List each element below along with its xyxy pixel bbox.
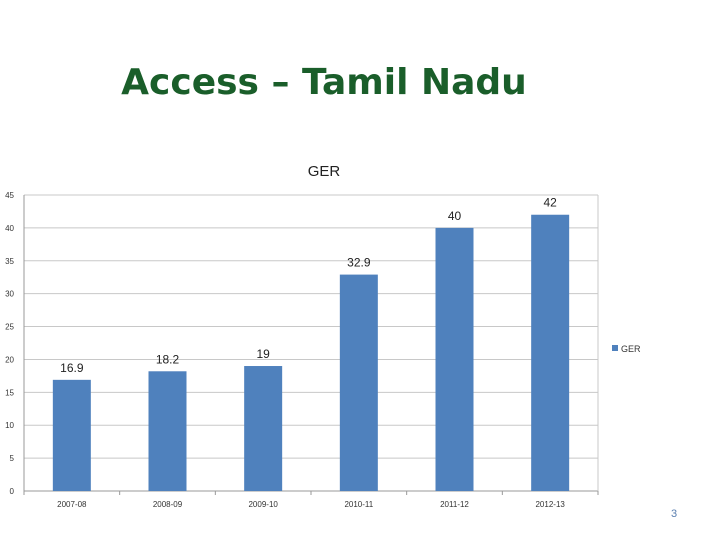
bar [52, 379, 91, 491]
page-number: 3 [670, 508, 678, 520]
legend-label: GER [621, 344, 641, 354]
bar [531, 214, 570, 491]
y-tick-label: 25 [5, 323, 14, 332]
x-tick-label: 2012-13 [535, 500, 565, 509]
x-tick-label: 2007-08 [57, 500, 87, 509]
y-tick-label: 20 [5, 355, 14, 364]
bar [244, 366, 283, 491]
data-labels: 16.9 18.2 19 32.9 40 42 [60, 196, 557, 375]
legend-swatch [612, 345, 618, 351]
legend: GER [612, 344, 641, 354]
y-tick-label: 40 [5, 224, 14, 233]
y-tick-label: 45 [5, 191, 14, 200]
y-tick-label: 30 [5, 290, 14, 299]
bar [435, 227, 474, 491]
gridlines [24, 194, 598, 459]
data-label: 40 [448, 209, 462, 223]
x-tick-label: 2010-11 [344, 500, 373, 509]
y-tick-label: 35 [5, 257, 14, 266]
bar [339, 274, 378, 491]
tick-labels: 0 5 10 15 20 25 30 35 40 45 2007-08 2008-09 2009-10 2… [5, 191, 565, 509]
x-tick-label: 2009-10 [248, 500, 278, 509]
bars [52, 214, 570, 491]
chart-title: GER [308, 163, 341, 180]
data-label: 18.2 [156, 352, 180, 366]
x-tick-label: 2008-09 [153, 500, 183, 509]
slide-title: Access – Tamil Nadu [121, 62, 527, 103]
y-tick-label: 15 [5, 388, 14, 397]
data-label: 19 [256, 347, 270, 361]
data-label: 42 [543, 196, 557, 210]
y-tick-label: 10 [5, 421, 14, 430]
data-label: 16.9 [60, 361, 84, 375]
x-tick-label: 2011-12 [440, 500, 469, 509]
bar [148, 371, 187, 491]
axes [23, 195, 599, 495]
data-label: 32.9 [347, 256, 371, 270]
y-tick-label: 0 [10, 487, 15, 496]
y-tick-label: 5 [10, 454, 15, 463]
